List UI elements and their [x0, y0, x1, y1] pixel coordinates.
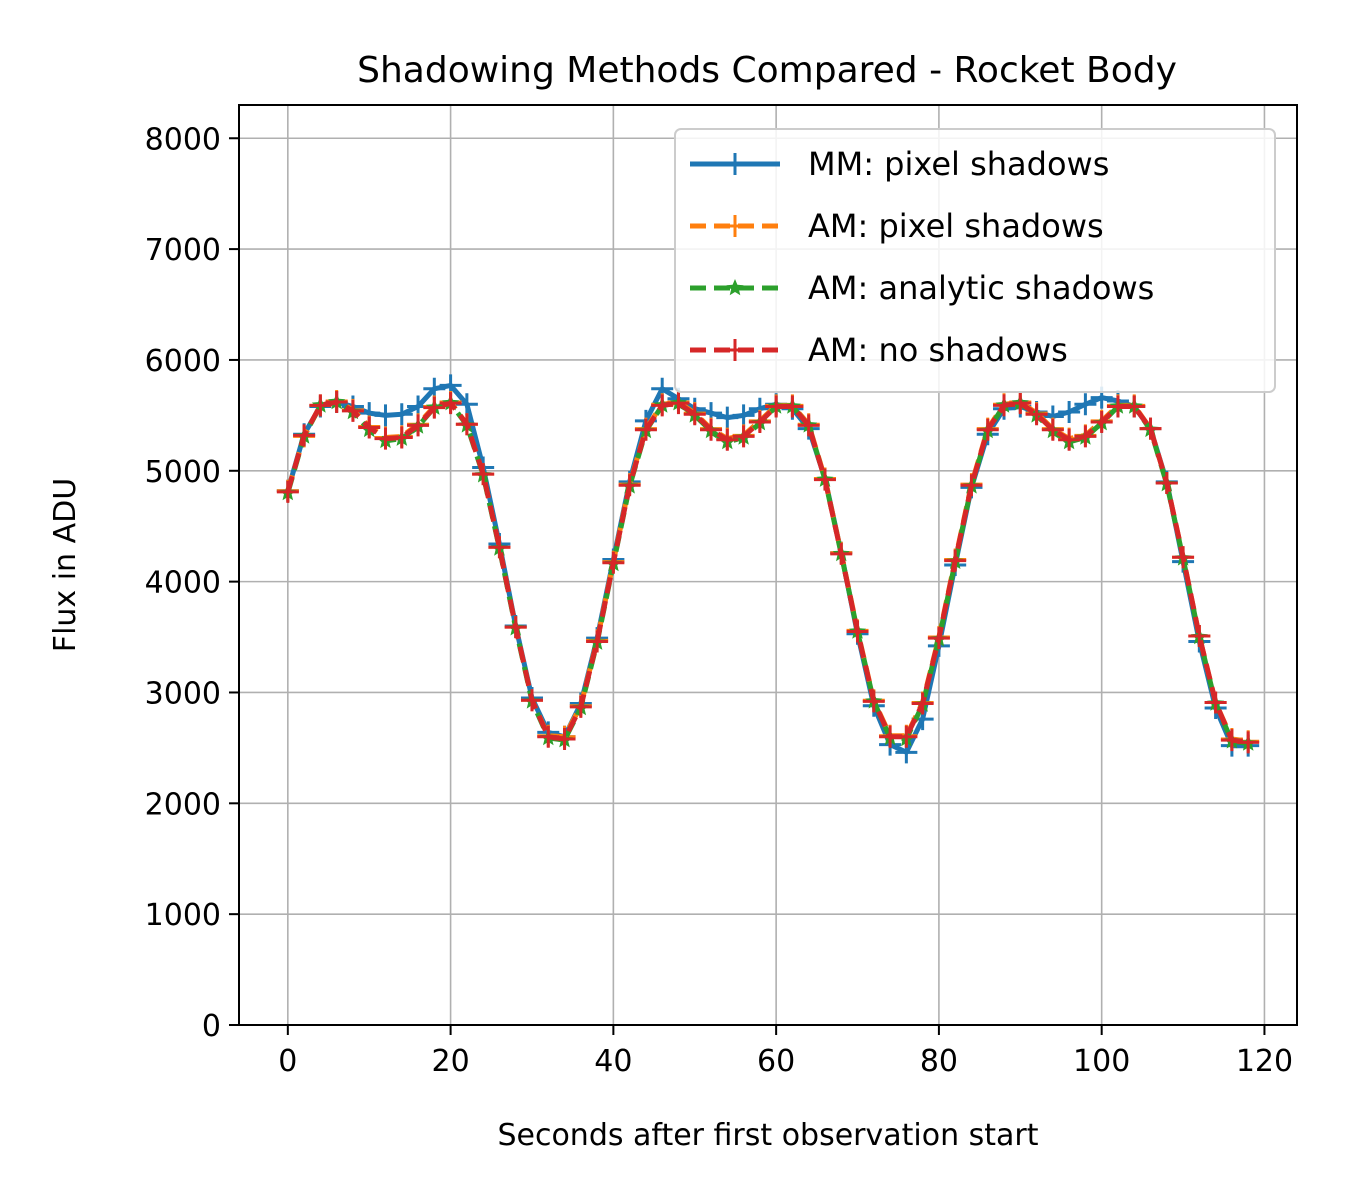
data-point-plus: [634, 418, 657, 441]
data-point-plus: [846, 620, 869, 643]
data-point-plus: [830, 542, 853, 565]
data-point-plus: [276, 480, 299, 503]
data-point-plus: [1041, 418, 1064, 441]
legend-label: AM: no shadows: [808, 331, 1068, 369]
plot-frame: [238, 104, 1298, 1026]
data-point-plus: [651, 394, 674, 417]
data-point-plus: [439, 392, 462, 415]
data-point-plus: [602, 551, 625, 574]
x-tick-label: 120: [1236, 1044, 1293, 1079]
data-point-plus: [423, 396, 446, 419]
data-point-plus: [1188, 624, 1211, 647]
y-tick-label: 5000: [145, 455, 221, 490]
data-point-plus: [732, 425, 755, 448]
data-point-plus: [1172, 546, 1195, 569]
data-point-plus: [520, 689, 543, 712]
data-point-plus: [724, 339, 746, 361]
data-point-plus: [1025, 403, 1048, 426]
data-point-plus: [1090, 411, 1113, 434]
y-tick-label: 2000: [145, 787, 221, 822]
data-point-plus: [716, 428, 739, 451]
data-point-plus: [309, 394, 332, 417]
y-tick-label: 8000: [145, 122, 221, 157]
legend-label: AM: pixel shadows: [808, 207, 1104, 245]
data-point-plus: [895, 725, 918, 748]
data-point-plus: [358, 416, 381, 439]
data-point-plus: [993, 394, 1016, 417]
data-point-plus: [618, 474, 641, 497]
legend: MM: pixel shadows AM: pixel shadows AM: an…: [674, 128, 1276, 393]
data-point-plus: [1074, 425, 1097, 448]
y-tick-label: 7000: [145, 233, 221, 268]
series-3: [276, 391, 1260, 754]
data-point-plus: [667, 392, 690, 415]
data-point-star: [726, 279, 744, 296]
data-point-plus: [472, 463, 495, 486]
data-point-plus: [683, 403, 706, 426]
y-tick-label: 4000: [145, 566, 221, 601]
data-point-plus: [407, 414, 430, 437]
data-point-plus: [927, 627, 950, 650]
data-point-plus: [553, 728, 576, 751]
data-point-plus: [1058, 401, 1081, 424]
legend-box: [674, 128, 1276, 393]
data-point-plus: [724, 215, 746, 237]
data-point-plus: [488, 536, 511, 559]
data-point-plus: [944, 549, 967, 572]
data-point-plus: [1155, 471, 1178, 494]
x-tick-label: 0: [278, 1044, 297, 1079]
y-tick-label: 3000: [145, 676, 221, 711]
data-point-plus: [700, 418, 723, 441]
data-point-plus: [732, 404, 755, 427]
y-axis-label: Flux in ADU: [48, 478, 83, 652]
data-point-plus: [1237, 731, 1260, 754]
plot-series: [276, 374, 1260, 764]
data-point-plus: [341, 399, 364, 422]
data-point-plus: [1074, 393, 1097, 416]
data-point-plus: [1058, 428, 1081, 451]
data-point-plus: [325, 391, 348, 414]
x-tick-label: 20: [432, 1044, 470, 1079]
x-tick-label: 100: [1073, 1044, 1130, 1079]
y-tick-label: 6000: [145, 344, 221, 379]
data-point-plus: [716, 406, 739, 429]
x-axis-label: Seconds after first observation start: [497, 1118, 1038, 1153]
data-point-plus: [586, 630, 609, 653]
data-point-plus: [390, 403, 413, 426]
y-tick-label: 0: [202, 1009, 221, 1044]
data-point-plus: [1009, 392, 1032, 415]
data-point-plus: [1123, 395, 1146, 418]
data-point-plus: [1220, 729, 1243, 752]
data-point-plus: [862, 690, 885, 713]
data-point-plus: [537, 725, 560, 748]
y-tick-label: 1000: [145, 898, 221, 933]
data-point-plus: [976, 418, 999, 441]
data-point-plus: [960, 474, 983, 497]
axis-ticks: 0 20 40 60 80 100 120 0 1000 2000 3000 4000 5000 6000…: [145, 122, 1293, 1079]
data-point-plus: [911, 692, 934, 715]
chart-title: Shadowing Methods Compared - Rocket Body: [357, 50, 1177, 91]
legend-label: MM: pixel shadows: [808, 145, 1109, 183]
data-point-plus: [504, 616, 527, 639]
data-point-plus: [293, 424, 316, 447]
data-point-plus: [813, 468, 836, 491]
data-point-plus: [797, 414, 820, 437]
x-tick-label: 80: [920, 1044, 958, 1079]
data-point-plus: [724, 153, 746, 175]
data-point-plus: [781, 395, 804, 418]
data-point-plus: [390, 426, 413, 449]
data-point-plus: [1139, 417, 1162, 440]
x-tick-label: 40: [594, 1044, 632, 1079]
x-tick-label: 60: [757, 1044, 795, 1079]
data-point-plus: [569, 695, 592, 718]
data-point-plus: [1204, 691, 1227, 714]
data-point-plus: [455, 413, 478, 436]
legend-label: AM: analytic shadows: [808, 269, 1154, 307]
data-point-plus: [748, 411, 771, 434]
